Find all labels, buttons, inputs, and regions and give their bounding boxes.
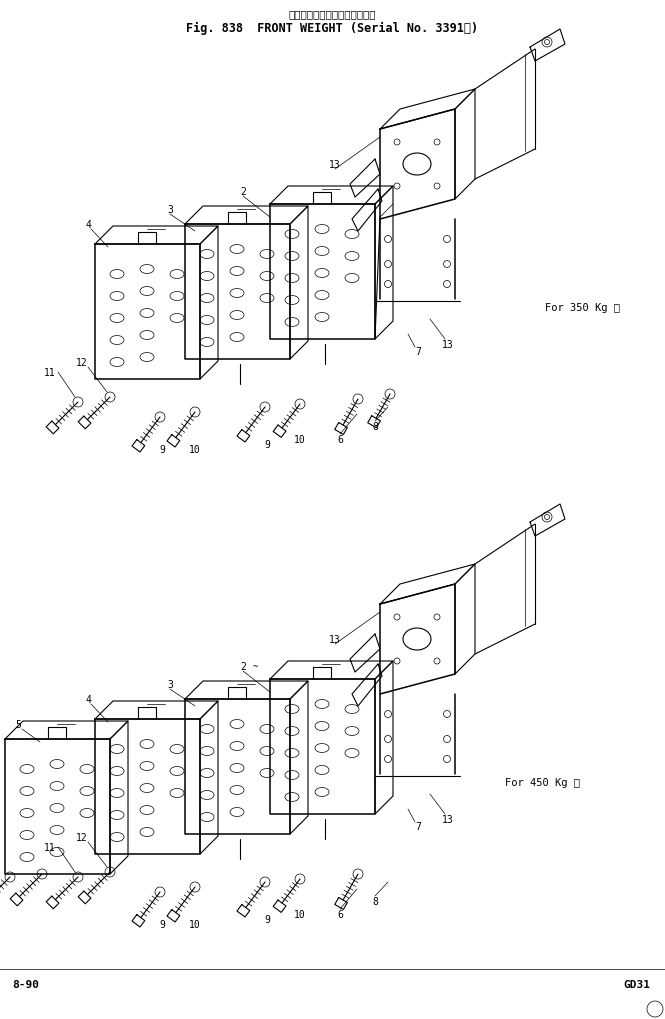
Text: Fig. 838  FRONT WEIGHT (Serial No. 3391～): Fig. 838 FRONT WEIGHT (Serial No. 3391～) <box>186 21 478 35</box>
Text: 12: 12 <box>76 833 88 842</box>
Text: 8: 8 <box>372 422 378 432</box>
Text: 6: 6 <box>337 434 343 444</box>
Text: 7: 7 <box>415 346 421 357</box>
Text: 4: 4 <box>85 220 91 229</box>
Text: フロント　ウェイト（適用号機: フロント ウェイト（適用号機 <box>288 9 376 19</box>
Text: 13: 13 <box>442 339 454 350</box>
Text: 10: 10 <box>189 919 201 929</box>
Text: 9: 9 <box>159 919 165 929</box>
Text: 13: 13 <box>442 814 454 824</box>
Text: 8-90: 8-90 <box>12 979 39 989</box>
Text: For 350 Kg 号: For 350 Kg 号 <box>545 303 620 313</box>
Text: 11: 11 <box>44 368 56 378</box>
Text: GD31: GD31 <box>623 979 650 989</box>
Text: 9: 9 <box>264 914 270 924</box>
Text: 13: 13 <box>329 160 341 170</box>
Text: For 450 Kg 号: For 450 Kg 号 <box>505 777 580 788</box>
Text: 2: 2 <box>240 186 246 197</box>
Text: 9: 9 <box>264 439 270 449</box>
Text: 10: 10 <box>189 444 201 454</box>
Text: 8: 8 <box>372 896 378 906</box>
Text: 3: 3 <box>167 680 173 689</box>
Text: 9: 9 <box>159 444 165 454</box>
Text: ~: ~ <box>253 662 257 671</box>
Text: 11: 11 <box>44 842 56 852</box>
Text: 13: 13 <box>329 635 341 644</box>
Text: 5: 5 <box>15 719 21 730</box>
Text: 6: 6 <box>337 909 343 919</box>
Text: 3: 3 <box>167 205 173 215</box>
Text: 4: 4 <box>85 694 91 704</box>
Text: 7: 7 <box>415 821 421 832</box>
Text: 10: 10 <box>294 434 306 444</box>
Text: 2: 2 <box>240 661 246 672</box>
Text: 10: 10 <box>294 909 306 919</box>
Text: 12: 12 <box>76 358 88 368</box>
